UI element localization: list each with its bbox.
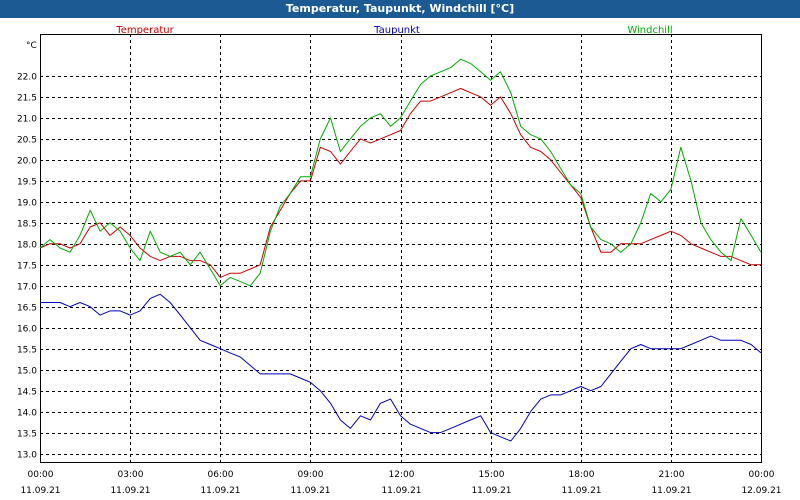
- y-tick-label: 18.0: [17, 241, 37, 251]
- plot-frame: [40, 34, 762, 463]
- y-tick-label: 20.5: [17, 136, 37, 146]
- x-tick-date-label: 11.09.21: [110, 486, 150, 496]
- legend-entry-temperatur: Temperatur: [115, 25, 174, 36]
- y-tick-label: 14.0: [17, 409, 37, 419]
- x-tick-time-label: 00:00: [749, 470, 775, 480]
- y-tick-label: 17.5: [17, 262, 37, 272]
- x-tick-date-label: 11.09.21: [20, 486, 60, 496]
- x-tick-date-label: 11.09.21: [200, 486, 240, 496]
- x-tick-time-label: 00:00: [28, 470, 54, 480]
- y-tick-label: 18.5: [17, 220, 37, 230]
- y-tick-label: 13.0: [17, 451, 37, 461]
- x-tick-date-label: 11.09.21: [471, 486, 511, 496]
- legend: Temperatur Taupunkt Windchill: [115, 25, 672, 36]
- x-tick-date-label: 11.09.21: [381, 486, 421, 496]
- series-line-temperatur: [39, 88, 761, 278]
- y-tick-label: 14.5: [17, 388, 37, 398]
- x-tick-time-label: 09:00: [298, 470, 324, 480]
- x-tick-time-label: 15:00: [479, 470, 505, 480]
- grid: [40, 34, 762, 462]
- x-tick-date-label: 11.09.21: [290, 486, 330, 496]
- y-tick-label: 22.0: [17, 73, 37, 83]
- legend-entry-windchill: Windchill: [627, 25, 672, 36]
- series-line-taupunkt: [40, 293, 762, 442]
- axes: 13.0 13.5 14.0 14.5 15.0 15.5 16.0 16.5 17.0 17.5…: [17, 34, 782, 496]
- series-group: [39, 58, 762, 442]
- y-unit-label: °C: [26, 41, 37, 51]
- x-tick-time-label: 06:00: [208, 470, 234, 480]
- y-tick-label: 19.0: [17, 199, 37, 209]
- x-tick-date-label: 12.09.21: [741, 486, 781, 496]
- x-tick-time-label: 18:00: [569, 470, 595, 480]
- chart-title-bar: Temperatur, Taupunkt, Windchill [°C]: [0, 0, 800, 18]
- y-tick-label: 16.5: [17, 304, 37, 314]
- y-tick-label: 19.5: [17, 178, 37, 188]
- chart-title: Temperatur, Taupunkt, Windchill [°C]: [285, 2, 515, 15]
- y-tick-label: 15.0: [17, 367, 37, 377]
- y-tick-label: 16.0: [17, 325, 37, 335]
- x-tick-time-label: 21:00: [659, 470, 685, 480]
- x-tick-date-label: 11.09.21: [651, 486, 691, 496]
- y-tick-label: 21.5: [17, 94, 37, 104]
- y-tick-label: 15.5: [17, 346, 37, 356]
- y-tick-label: 20.0: [17, 157, 37, 167]
- x-tick-time-label: 12:00: [389, 470, 415, 480]
- legend-entry-taupunkt: Taupunkt: [373, 25, 420, 36]
- y-tick-label: 13.5: [17, 430, 37, 440]
- x-tick-date-label: 11.09.21: [561, 486, 601, 496]
- y-tick-label: 17.0: [17, 283, 37, 293]
- series-line-windchill: [39, 58, 762, 287]
- y-tick-label: 21.0: [17, 115, 37, 125]
- x-tick-time-label: 03:00: [118, 470, 144, 480]
